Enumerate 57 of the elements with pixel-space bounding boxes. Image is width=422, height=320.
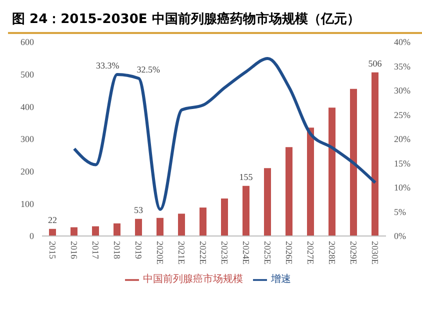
y2-tick-label: 30% — [394, 86, 411, 96]
x-tick-label: 2023E — [219, 241, 230, 265]
bar — [156, 218, 164, 236]
bar — [350, 88, 357, 236]
y-tick-label: 100 — [20, 198, 34, 209]
y2-tick-label: 35% — [394, 61, 411, 72]
bar — [372, 72, 378, 236]
data-label: 22 — [48, 214, 57, 225]
x-tick-label: 2026E — [284, 241, 294, 265]
data-label: 32.5% — [136, 64, 160, 74]
x-tick-label: 2020E — [154, 241, 165, 265]
x-tick-label: 2027E — [305, 241, 316, 265]
x-tick-label: 2018 — [112, 241, 122, 260]
bar — [135, 218, 142, 236]
y2-tick-label: 20% — [394, 134, 411, 144]
x-tick-label: 2030E — [370, 241, 380, 265]
bar — [307, 128, 314, 236]
data-label: 155 — [239, 172, 254, 182]
data-label: 33.3% — [96, 60, 120, 70]
y-tick-label: 0 — [30, 231, 34, 242]
x-tick-label: 2022E — [198, 241, 208, 265]
y-tick-label: 300 — [20, 134, 34, 144]
x-tick-label: 2028E — [326, 241, 337, 265]
bar — [200, 208, 206, 236]
y-tick-label: 400 — [20, 102, 34, 112]
y2-tick-label: 0% — [394, 231, 406, 242]
bar — [221, 198, 228, 236]
x-tick-label: 2025E — [262, 241, 272, 265]
y2-tick-label: 15% — [394, 158, 411, 168]
y-tick-label: 600 — [20, 37, 34, 48]
x-tick-label: 2024E — [240, 241, 251, 265]
y2-tick-label: 25% — [394, 110, 411, 120]
y2-tick-label: 10% — [394, 182, 411, 193]
bar — [70, 227, 78, 236]
data-label: 506 — [368, 58, 382, 68]
x-tick-label: 2029E — [348, 241, 358, 265]
y-tick-label: 500 — [20, 70, 34, 80]
y2-tick-label: 40% — [394, 37, 411, 48]
chart-title: 图 24：2015-2030E 中国前列腺癌药物市场规模（亿元） — [8, 8, 422, 34]
y2-tick-label: 5% — [394, 206, 406, 217]
x-tick-label: 2016 — [68, 241, 79, 260]
bar — [242, 186, 250, 236]
x-tick-label: 2021E — [176, 241, 186, 265]
x-tick-label: 2017 — [90, 241, 100, 260]
bar — [328, 108, 336, 236]
y-tick-label: 200 — [20, 166, 34, 177]
legend-label: 增速 — [271, 274, 291, 285]
bar — [286, 147, 292, 236]
data-label: 53 — [134, 204, 144, 215]
x-tick-label: 2015 — [47, 241, 58, 260]
bar — [92, 226, 99, 236]
bar — [49, 228, 56, 236]
x-tick-label: 2019 — [133, 241, 144, 260]
bar — [178, 214, 185, 236]
bar — [114, 223, 120, 236]
bar — [264, 168, 271, 236]
legend-label: 中国前列腺癌市场规模 — [143, 274, 243, 285]
